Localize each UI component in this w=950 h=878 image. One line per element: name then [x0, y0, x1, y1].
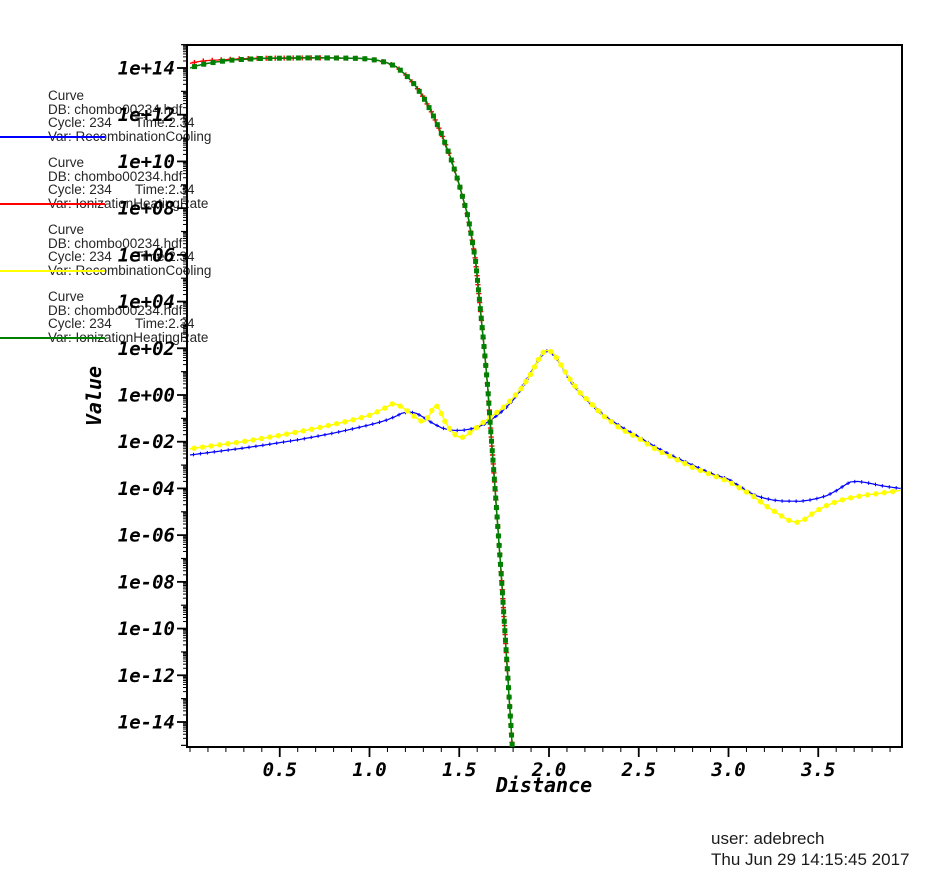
- legend-title: Curve: [48, 155, 85, 170]
- legend-var: Var: IonizationHeatingRate: [48, 195, 209, 211]
- plot-curves: [189, 55, 901, 747]
- y-tick-label: 1e-08: [118, 571, 175, 593]
- footer-user: user: adebrech: [711, 829, 825, 848]
- y-tick-label: 1e+00: [118, 385, 175, 407]
- legend-color-line: [0, 270, 105, 272]
- x-tick-label: 1.0: [352, 759, 386, 781]
- y-tick-label: 1e+12: [118, 104, 175, 126]
- legend-cycle: Cycle: 234: [48, 249, 112, 265]
- curve-line-1-IonizationHeatingRate: [189, 57, 513, 747]
- legend-cycle: Cycle: 234: [48, 115, 112, 131]
- x-tick-label: 3.5: [800, 759, 835, 781]
- legend-time: Time:2.34: [135, 316, 195, 332]
- legend-db: DB: chombo00234.hdf: [48, 235, 183, 251]
- legend-color-line: [0, 136, 105, 138]
- legend-cycle: Cycle: 234: [48, 182, 112, 198]
- legend-cycle: Cycle: 234: [48, 316, 112, 332]
- y-tick-label: 1e-02: [118, 431, 175, 453]
- curve-markers-3-IonizationHeatingRate: [192, 55, 515, 747]
- y-tick-label: 1e-12: [118, 665, 175, 687]
- legend-db: DB: chombo00234.hdf: [48, 168, 183, 184]
- x-tick-label: 3.0: [710, 759, 745, 781]
- curve-markers-2-RecombinationCooling: [191, 348, 896, 525]
- legend-color-line: [0, 203, 105, 205]
- y-tick-label: 1e+10: [118, 151, 175, 173]
- x-tick-label: 1.5: [442, 759, 476, 781]
- curve-line-3-IonizationHeatingRate: [189, 57, 514, 747]
- legend-time: Time:2.34: [135, 182, 195, 198]
- y-tick-label: 1e+06: [118, 244, 175, 266]
- y-tick-label: 1e-14: [118, 711, 175, 733]
- legend-entry: Curve DB: chombo00234.hdf Cycle: 234 Time…: [0, 290, 340, 344]
- legend-title: Curve: [48, 289, 85, 304]
- y-tick-label: 1e-04: [118, 478, 175, 500]
- legend-var: Var: RecombinationCooling: [48, 262, 212, 278]
- legend-title: Curve: [48, 222, 85, 237]
- x-tick-label: 2.5: [621, 759, 656, 781]
- y-tick-label: 1e+14: [118, 58, 175, 80]
- legend-var: Var: IonizationHeatingRate: [48, 329, 209, 345]
- y-tick-label: 1e-06: [118, 525, 175, 547]
- plot-frame: [186, 44, 903, 748]
- legend-var: Var: RecombinationCooling: [48, 128, 212, 144]
- legend-db: DB: chombo00234.hdf: [48, 302, 183, 318]
- y-tick-label: 1e+04: [118, 291, 175, 313]
- y-tick-label: 1e+02: [118, 338, 175, 360]
- y-tick-label: 1e-10: [118, 618, 175, 640]
- curve-markers-1-IonizationHeatingRate: [191, 55, 515, 745]
- x-tick-label: 0.5: [263, 759, 297, 781]
- legend-db: DB: chombo00234.hdf: [48, 101, 183, 117]
- y-tick-label: 1e+08: [118, 198, 175, 220]
- legend-time: Time:2.34: [135, 115, 195, 131]
- legend-entry: Curve DB: chombo00234.hdf Cycle: 234 Time…: [0, 89, 340, 143]
- curve-line-2-RecombinationCooling: [189, 349, 901, 524]
- curve-markers-0-RecombinationCooling: [191, 349, 898, 504]
- legend-time: Time:2.34: [135, 249, 195, 265]
- curve-line-0-RecombinationCooling: [189, 350, 901, 502]
- footer-timestamp: Thu Jun 29 14:15:45 2017: [711, 850, 910, 869]
- legend-color-line: [0, 337, 105, 339]
- legend-entry: Curve DB: chombo00234.hdf Cycle: 234 Time…: [0, 156, 340, 210]
- y-axis-title: Value: [82, 366, 106, 426]
- x-tick-label: 2.0: [531, 759, 566, 781]
- x-axis-title: Distance: [495, 773, 592, 797]
- legend-entry: Curve DB: chombo00234.hdf Cycle: 234 Time…: [0, 223, 340, 277]
- footer-info: user: adebrech Thu Jun 29 14:15:45 2017: [711, 828, 910, 870]
- legend-title: Curve: [48, 88, 85, 103]
- plot-axes: 1e+14 1e+12 1e+10 1e+08 1e+06 1e+04 1e+02 1e+00…: [118, 44, 903, 781]
